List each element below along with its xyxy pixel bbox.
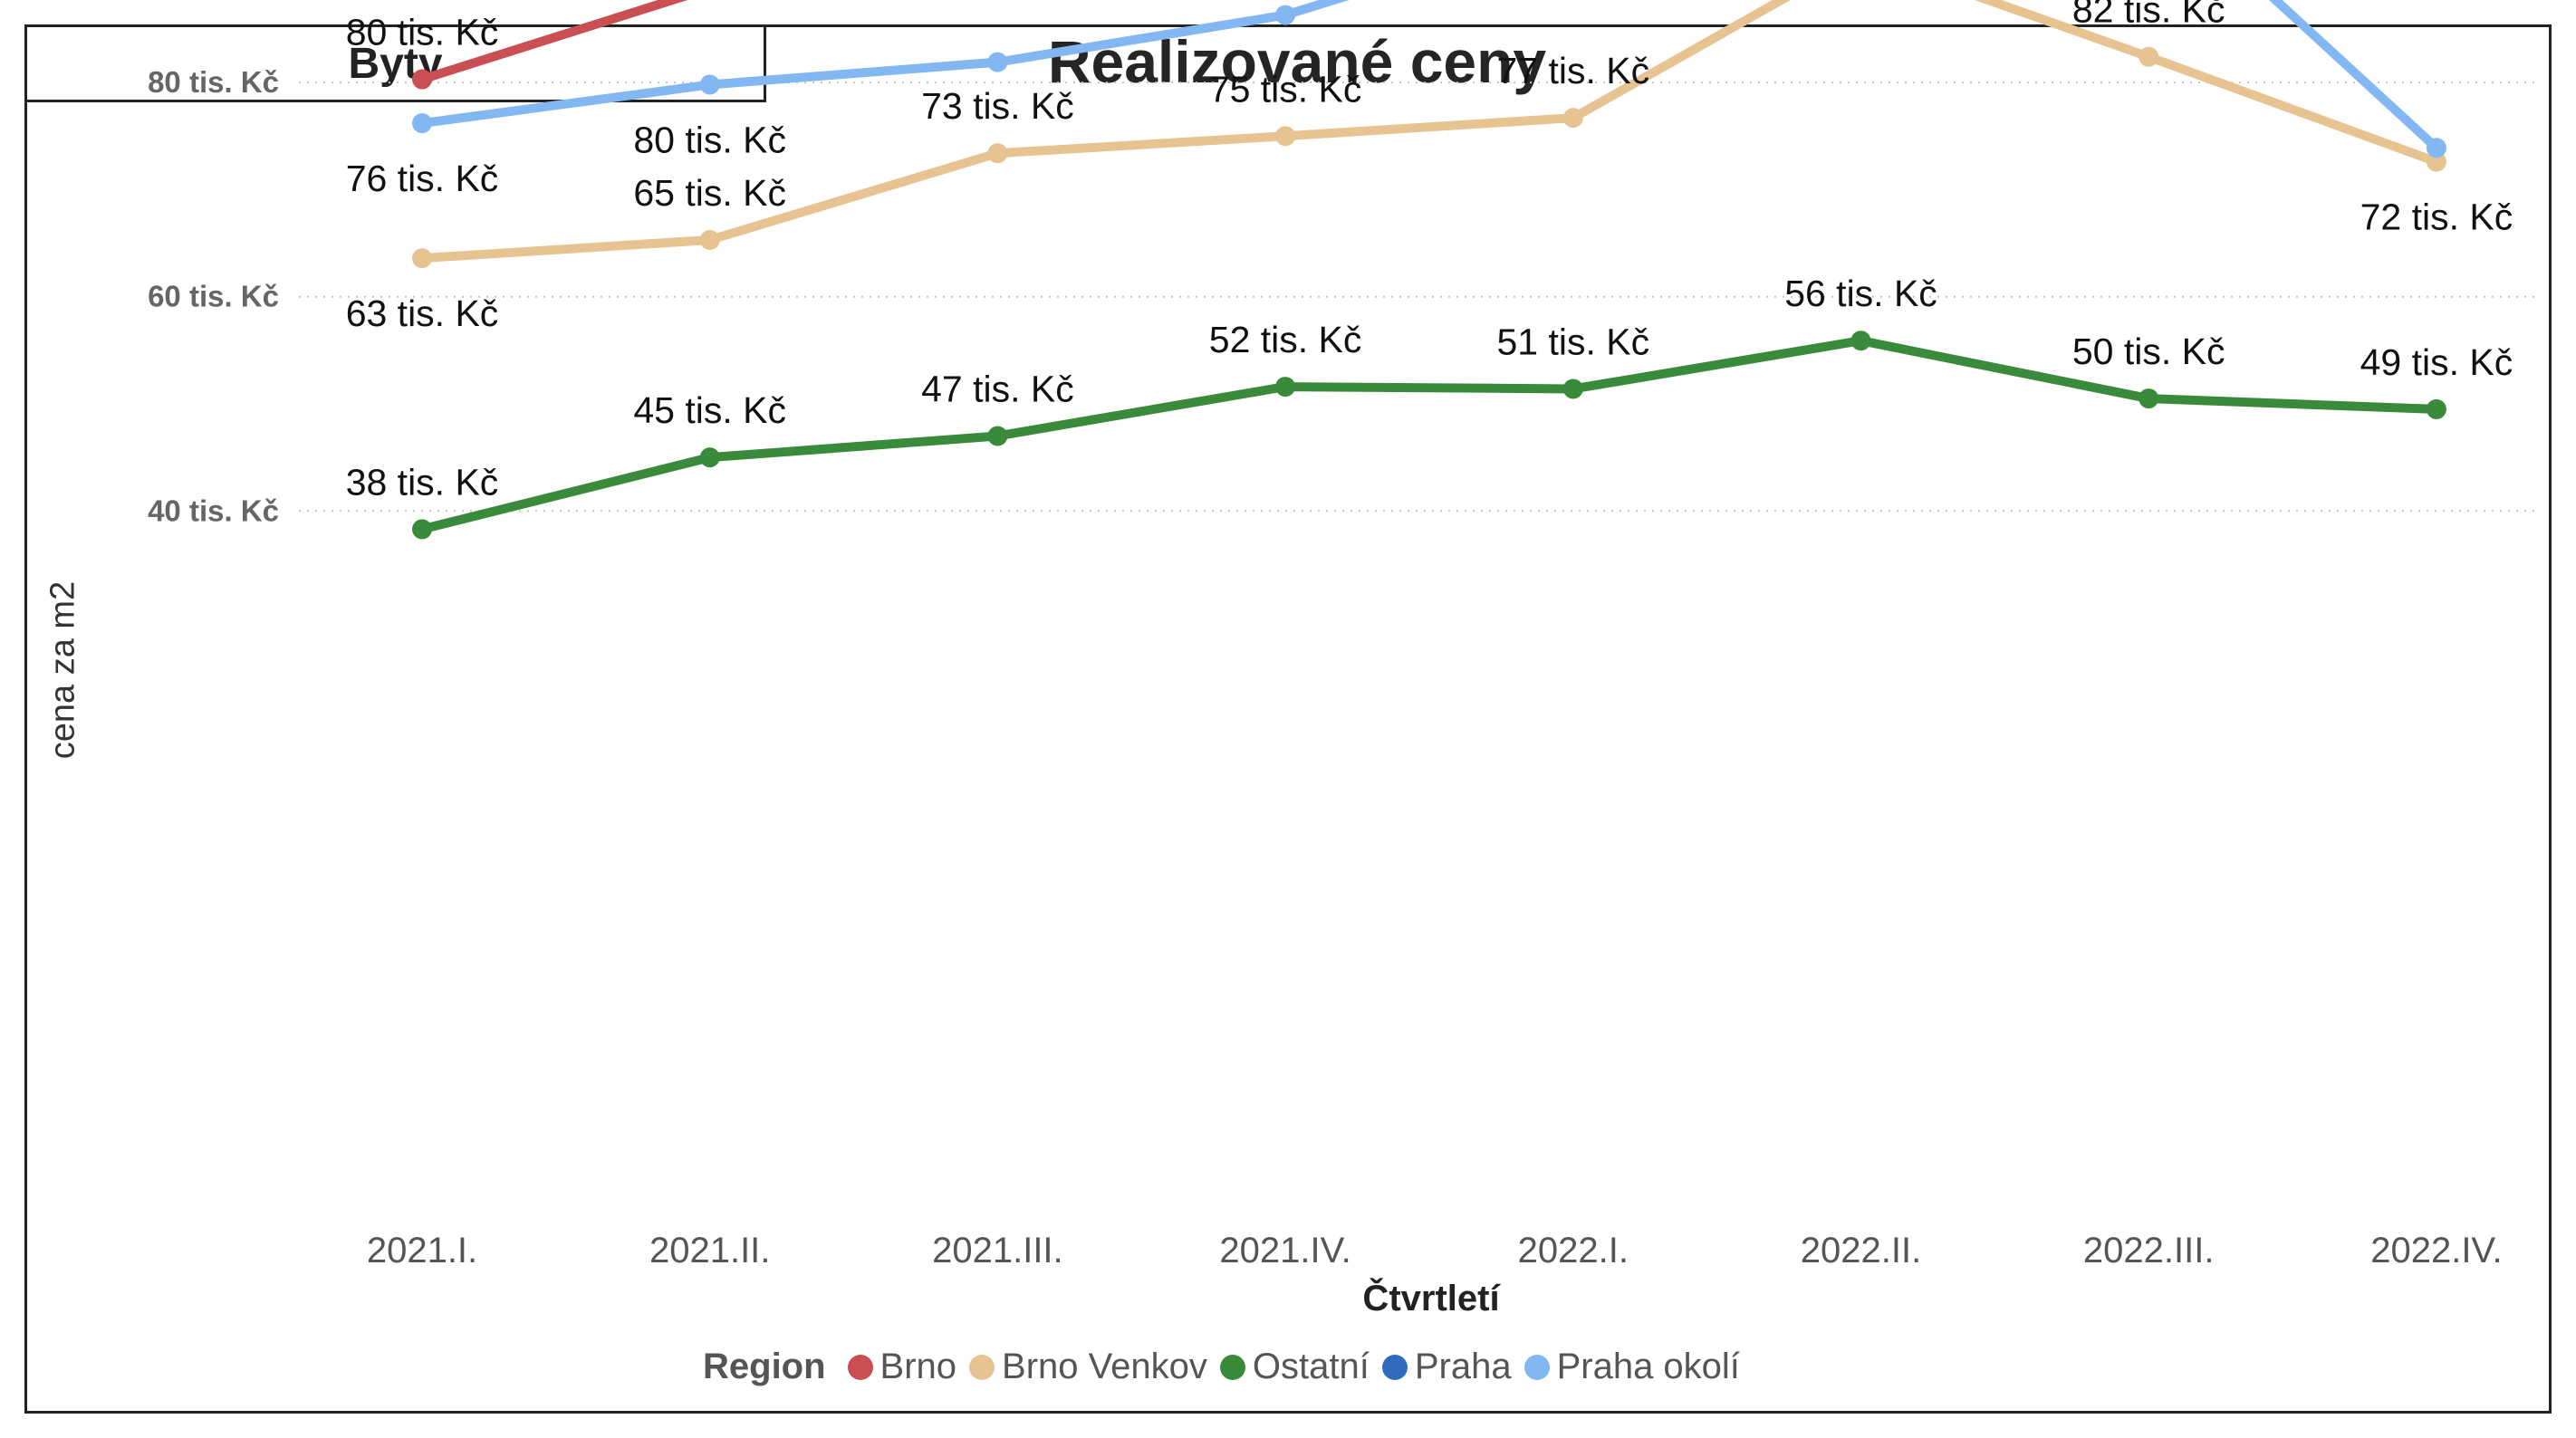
data-label-brno-venkov: 63 tis. Kč xyxy=(346,292,499,334)
data-label-ostatni: 45 tis. Kč xyxy=(633,389,786,431)
data-label-ostatni: 56 tis. Kč xyxy=(1784,273,1937,314)
tab-byty[interactable]: Byty xyxy=(24,24,766,102)
data-point-brno-venkov[interactable] xyxy=(1275,126,1296,147)
data-point-praha-okoli[interactable] xyxy=(1275,5,1296,25)
legend-dot-praha xyxy=(1381,1354,1408,1380)
data-point-praha-okoli[interactable] xyxy=(2426,138,2446,158)
legend-dot-brno-venkov xyxy=(969,1354,995,1380)
data-point-ostatni[interactable] xyxy=(2139,388,2159,409)
x-tick-label: 2022.I. xyxy=(1518,1231,1629,1270)
legend-label-praha: Praha xyxy=(1414,1347,1512,1386)
data-point-brno-venkov[interactable] xyxy=(699,230,720,251)
x-tick-label: 2022.II. xyxy=(1801,1231,1921,1270)
legend-label-brno-venkov: Brno Venkov xyxy=(1002,1347,1207,1386)
data-point-brno[interactable] xyxy=(412,69,432,90)
series-brno xyxy=(412,0,688,90)
legend-label-ostatni: Ostatní xyxy=(1252,1347,1370,1386)
x-tick-label: 2021.II. xyxy=(649,1231,770,1270)
legend-item-brno[interactable]: Brno xyxy=(847,1347,957,1387)
x-tick-label: 2021.III. xyxy=(932,1231,1063,1270)
series-ostatni xyxy=(412,331,2446,540)
data-labels: 95 tis. Kč102 tis. Kč105 tis. Kč112 tis.… xyxy=(346,0,2514,503)
data-point-ostatni[interactable] xyxy=(412,519,432,540)
legend-label-brno: Brno xyxy=(879,1347,957,1386)
y-tick-label: 40 tis. Kč xyxy=(148,494,279,527)
series-lines xyxy=(412,0,2446,540)
legend-dot-praha-okoli xyxy=(1523,1354,1550,1380)
data-point-brno-venkov[interactable] xyxy=(987,143,1008,164)
data-label-brno: 80 tis. Kč xyxy=(346,12,499,53)
data-point-praha-okoli[interactable] xyxy=(987,52,1008,72)
y-axis-title: cena za m2 xyxy=(43,580,82,760)
data-label-praha-okoli: 95 tis. Kč xyxy=(1496,0,1649,2)
data-label-ostatni: 51 tis. Kč xyxy=(1496,321,1649,362)
data-label-brno-venkov: 82 tis. Kč xyxy=(2072,0,2225,31)
x-tick-label: 2021.IV. xyxy=(1219,1231,1350,1270)
data-point-brno-venkov[interactable] xyxy=(2139,46,2159,67)
data-point-ostatni[interactable] xyxy=(1562,379,1583,399)
series-line-brno-venkov xyxy=(418,0,2441,264)
data-label-brno-venkov: 65 tis. Kč xyxy=(633,172,786,214)
legend-title: Region xyxy=(703,1347,826,1386)
data-point-brno-venkov[interactable] xyxy=(412,248,432,269)
data-point-praha-okoli[interactable] xyxy=(412,113,432,134)
legend: Region Brno Brno Venkov Ostatní Praha Pr… xyxy=(703,1347,1753,1387)
legend-item-brno-venkov[interactable]: Brno Venkov xyxy=(969,1347,1207,1387)
legend-dot-ostatni xyxy=(1219,1354,1245,1380)
data-point-praha-okoli[interactable] xyxy=(699,74,720,95)
series-brno-venkov xyxy=(412,0,2446,269)
series-line-praha-okoli xyxy=(418,0,2441,153)
data-point-brno-venkov[interactable] xyxy=(2426,151,2446,172)
legend-label-praha-okoli: Praha okolí xyxy=(1556,1347,1740,1386)
data-point-ostatni[interactable] xyxy=(1275,377,1296,398)
data-label-ostatni: 47 tis. Kč xyxy=(921,368,1074,409)
data-point-ostatni[interactable] xyxy=(699,447,720,468)
data-label-praha-okoli: 80 tis. Kč xyxy=(633,119,786,160)
data-label-brno-venkov: 75 tis. Kč xyxy=(1209,68,1362,110)
data-point-ostatni[interactable] xyxy=(987,426,1008,446)
legend-item-praha[interactable]: Praha xyxy=(1381,1347,1512,1387)
data-label-ostatni: 49 tis. Kč xyxy=(2360,341,2514,383)
data-point-ostatni[interactable] xyxy=(2426,398,2446,419)
x-axis-title: Čtvrtletí xyxy=(1362,1279,1500,1318)
data-label-brno-venkov: 73 tis. Kč xyxy=(921,85,1074,127)
data-point-ostatni[interactable] xyxy=(1850,331,1871,351)
legend-item-praha-okoli[interactable]: Praha okolí xyxy=(1523,1347,1740,1387)
legend-item-ostatni[interactable]: Ostatní xyxy=(1219,1347,1370,1387)
data-label-praha-okoli: 76 tis. Kč xyxy=(346,158,499,199)
data-label-brno-venkov: 72 tis. Kč xyxy=(2360,197,2514,238)
data-point-brno-venkov[interactable] xyxy=(1562,108,1583,129)
data-label-ostatni: 50 tis. Kč xyxy=(2072,331,2225,372)
series-line-ostatni xyxy=(418,336,2441,534)
x-tick-label: 2021.I. xyxy=(367,1231,477,1270)
x-tick-label: 2022.III. xyxy=(2083,1231,2215,1270)
series-praha-okoli xyxy=(412,0,2446,158)
data-label-ostatni: 52 tis. Kč xyxy=(1209,319,1362,360)
data-label-brno-venkov: 77 tis. Kč xyxy=(1496,50,1649,91)
gridlines xyxy=(299,81,2536,513)
y-tick-label: 60 tis. Kč xyxy=(148,280,279,313)
data-label-ostatni: 38 tis. Kč xyxy=(346,461,499,503)
x-axis-ticks: 2021.I. 2021.II. 2021.III. 2021.IV. 2022.I. 2… xyxy=(367,1231,2503,1270)
legend-dot-brno xyxy=(847,1354,873,1380)
y-tick-label: 80 tis. Kč xyxy=(148,65,279,99)
x-tick-label: 2022.IV. xyxy=(2370,1231,2502,1270)
